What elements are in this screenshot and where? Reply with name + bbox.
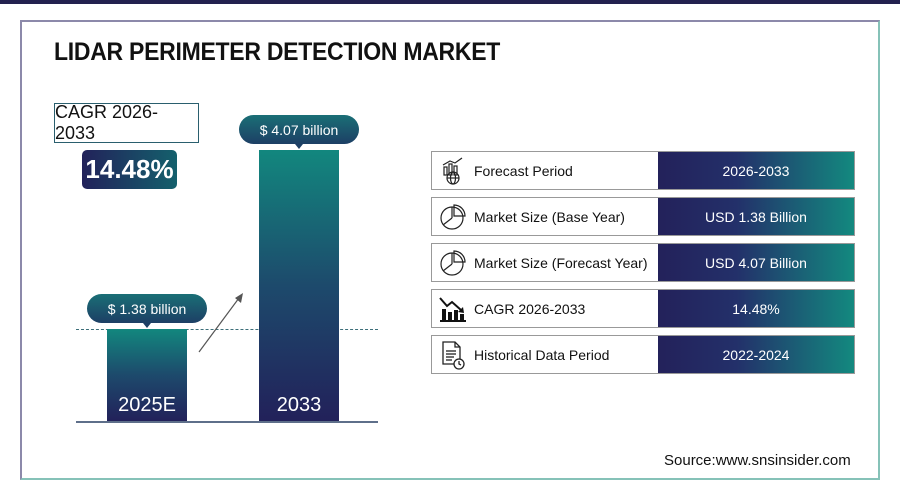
row-value: USD 1.38 Billion	[658, 198, 854, 235]
growth-arrow-icon	[198, 293, 243, 353]
table-row: Forecast Period 2026-2033	[431, 151, 855, 190]
bar-chart-decline-icon	[432, 295, 474, 323]
row-label-cell: Market Size (Base Year)	[432, 198, 658, 235]
frame	[20, 20, 880, 480]
row-label-cell: CAGR 2026-2033	[432, 290, 658, 327]
row-label-cell: Market Size (Forecast Year)	[432, 244, 658, 281]
row-label: Market Size (Forecast Year)	[474, 254, 648, 271]
row-label-cell: Historical Data Period	[432, 336, 658, 373]
row-value: USD 4.07 Billion	[658, 244, 854, 281]
row-label: Market Size (Base Year)	[474, 208, 625, 225]
x-axis-baseline	[76, 421, 378, 423]
table-row: Market Size (Forecast Year) USD 4.07 Bill…	[431, 243, 855, 282]
row-label: Historical Data Period	[474, 346, 610, 363]
row-value: 2022-2024	[658, 336, 854, 373]
table-row: Historical Data Period 2022-2024	[431, 335, 855, 374]
row-label-cell: Forecast Period	[432, 152, 658, 189]
page-title: LIDAR PERIMETER DETECTION MARKET	[54, 38, 501, 66]
data-label-2033: $ 4.07 billion	[239, 115, 359, 149]
bar-2025E: 2025E	[107, 329, 187, 421]
bar-category-label: 2033	[276, 394, 322, 416]
pie-chart-icon	[432, 203, 474, 231]
data-label-2025E: $ 1.38 billion	[87, 294, 207, 329]
summary-table: Forecast Period 2026-2033 Market Size (Bas…	[431, 151, 855, 381]
bar-2033: 2033	[259, 150, 339, 421]
row-label: Forecast Period	[474, 162, 573, 179]
row-value: 14.48%	[658, 290, 854, 327]
table-row: Market Size (Base Year) USD 1.38 Billion	[431, 197, 855, 236]
row-value: 2026-2033	[658, 152, 854, 189]
document-clock-icon	[432, 340, 474, 370]
reference-dashed-line	[76, 329, 378, 331]
row-label: CAGR 2026-2033	[474, 300, 586, 317]
cagr-label: CAGR 2026-2033	[54, 102, 199, 143]
top-bar	[0, 0, 900, 4]
pie-chart-icon	[432, 249, 474, 277]
table-row: CAGR 2026-2033 14.48%	[431, 289, 855, 328]
cagr-value: 14.48%	[82, 150, 177, 189]
source-text: Source:www.snsinsider.com	[664, 452, 851, 469]
chart-globe-icon	[432, 157, 474, 185]
bar-category-label: 2025E	[118, 393, 176, 416]
